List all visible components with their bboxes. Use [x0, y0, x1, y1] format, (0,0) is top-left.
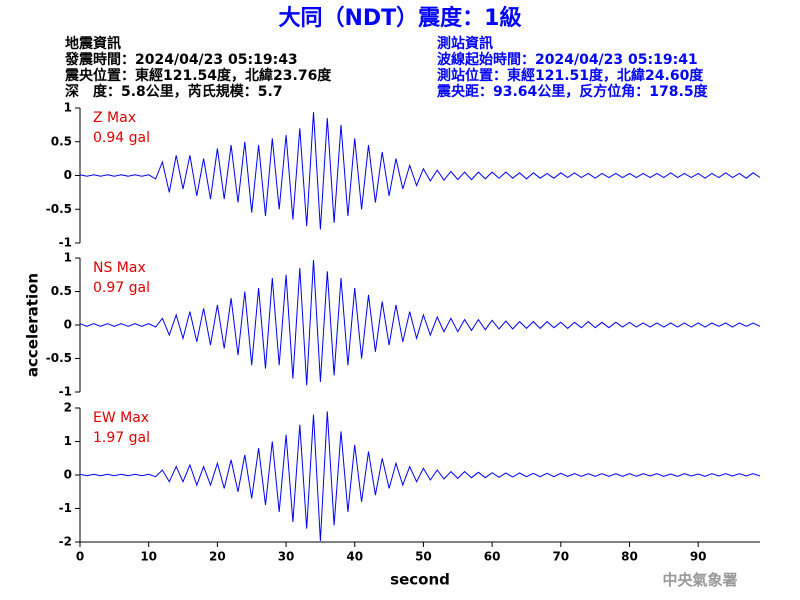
x-tick-label: 60 [484, 550, 501, 564]
waveform [79, 259, 761, 386]
y-tick-label: 1 [64, 251, 72, 265]
page-title: 大同（NDT）震度：1級 [279, 5, 522, 31]
x-tick-label: 90 [690, 550, 707, 564]
component-label: Z Max [93, 110, 136, 126]
y-tick-label: 1 [64, 101, 72, 115]
component-label: NS Max [93, 260, 146, 276]
quake-info: 深 度：5.8公里，芮氏規模：5.7 [65, 83, 283, 100]
y-tick-label: 0.5 [51, 284, 72, 298]
x-tick-label: 50 [415, 550, 432, 564]
y-tick-label: 0 [64, 168, 72, 182]
y-tick-label: -2 [59, 535, 72, 549]
y-tick-label: -1 [59, 385, 72, 399]
y-tick-label: -1 [59, 236, 72, 250]
station-info: 測站資訊 [437, 35, 493, 52]
y-tick-label: -0.5 [46, 202, 72, 216]
y-tick-label: 0.5 [51, 134, 72, 148]
y-tick-label: -1 [59, 501, 72, 515]
footer: 中央氣象署 [662, 571, 737, 589]
waveform [79, 411, 761, 542]
x-tick-label: 0 [76, 550, 84, 564]
peak-label: 0.97 gal [93, 280, 150, 296]
y-tick-label: 2 [64, 401, 72, 415]
y-tick-label: -0.5 [46, 351, 72, 365]
x-tick-label: 20 [209, 550, 226, 564]
quake-info: 震央位置：東經121.54度，北緯23.76度 [64, 67, 332, 84]
station-info: 震央距：93.64公里，反方位角：178.5度 [436, 83, 709, 100]
waveform [79, 112, 761, 230]
station-info: 波線起始時間：2024/04/23 05:19:41 [437, 51, 698, 68]
y-axis-label: acceleration [24, 273, 42, 377]
x-axis-label: second [390, 571, 450, 589]
component-label: EW Max [93, 410, 149, 426]
y-tick-label: 1 [64, 434, 72, 448]
quake-info: 發震時間：2024/04/23 05:19:43 [64, 51, 298, 68]
y-tick-label: 0 [64, 318, 72, 332]
x-tick-label: 10 [140, 550, 157, 564]
x-tick-label: 80 [621, 550, 638, 564]
y-tick-label: 0 [64, 468, 72, 482]
station-info: 測站位置：東經121.51度，北緯24.60度 [437, 67, 704, 84]
x-tick-label: 30 [278, 550, 295, 564]
quake-info: 地震資訊 [65, 35, 121, 52]
x-tick-label: 40 [346, 550, 363, 564]
peak-label: 0.94 gal [93, 130, 150, 146]
peak-label: 1.97 gal [93, 430, 150, 446]
x-tick-label: 70 [552, 550, 569, 564]
